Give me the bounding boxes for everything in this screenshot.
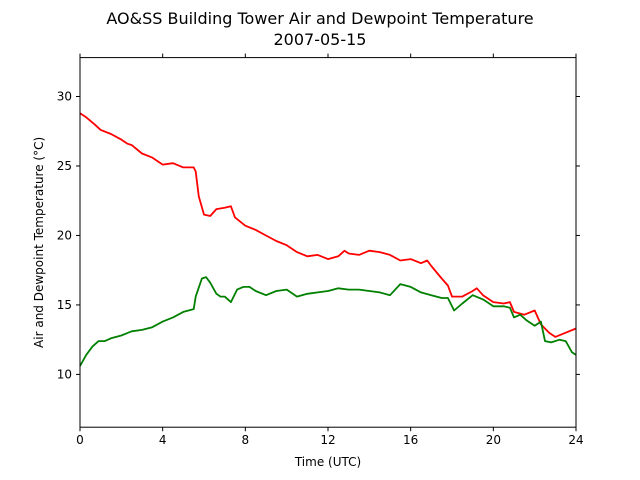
plot-lines xyxy=(79,112,577,367)
x-tick-label: 0 xyxy=(76,433,84,447)
x-tick-label: 24 xyxy=(568,433,583,447)
y-tick-label: 20 xyxy=(57,228,72,242)
y-tick-label: 15 xyxy=(57,298,72,312)
chart-title: AO&SS Building Tower Air and Dewpoint Te… xyxy=(106,9,533,28)
x-axis-label: Time (UTC) xyxy=(294,455,361,469)
x-tick-label: 16 xyxy=(403,433,418,447)
series-line-0 xyxy=(79,112,577,338)
axis-ticks: 0 4 8 12 16 20 24 10 15 20 25 30 xyxy=(57,53,584,447)
plot-frame xyxy=(79,57,577,428)
x-tick-label: 4 xyxy=(159,433,167,447)
y-tick-label: 25 xyxy=(57,159,72,173)
y-tick-label: 30 xyxy=(57,90,72,104)
y-axis-label: Air and Dewpoint Temperature (°C) xyxy=(32,137,46,348)
x-tick-label: 20 xyxy=(486,433,501,447)
chart-subtitle: 2007-05-15 xyxy=(274,30,367,49)
x-tick-label: 8 xyxy=(242,433,250,447)
x-tick-label: 12 xyxy=(320,433,335,447)
series-line-1 xyxy=(79,276,577,367)
y-tick-label: 10 xyxy=(57,367,72,381)
